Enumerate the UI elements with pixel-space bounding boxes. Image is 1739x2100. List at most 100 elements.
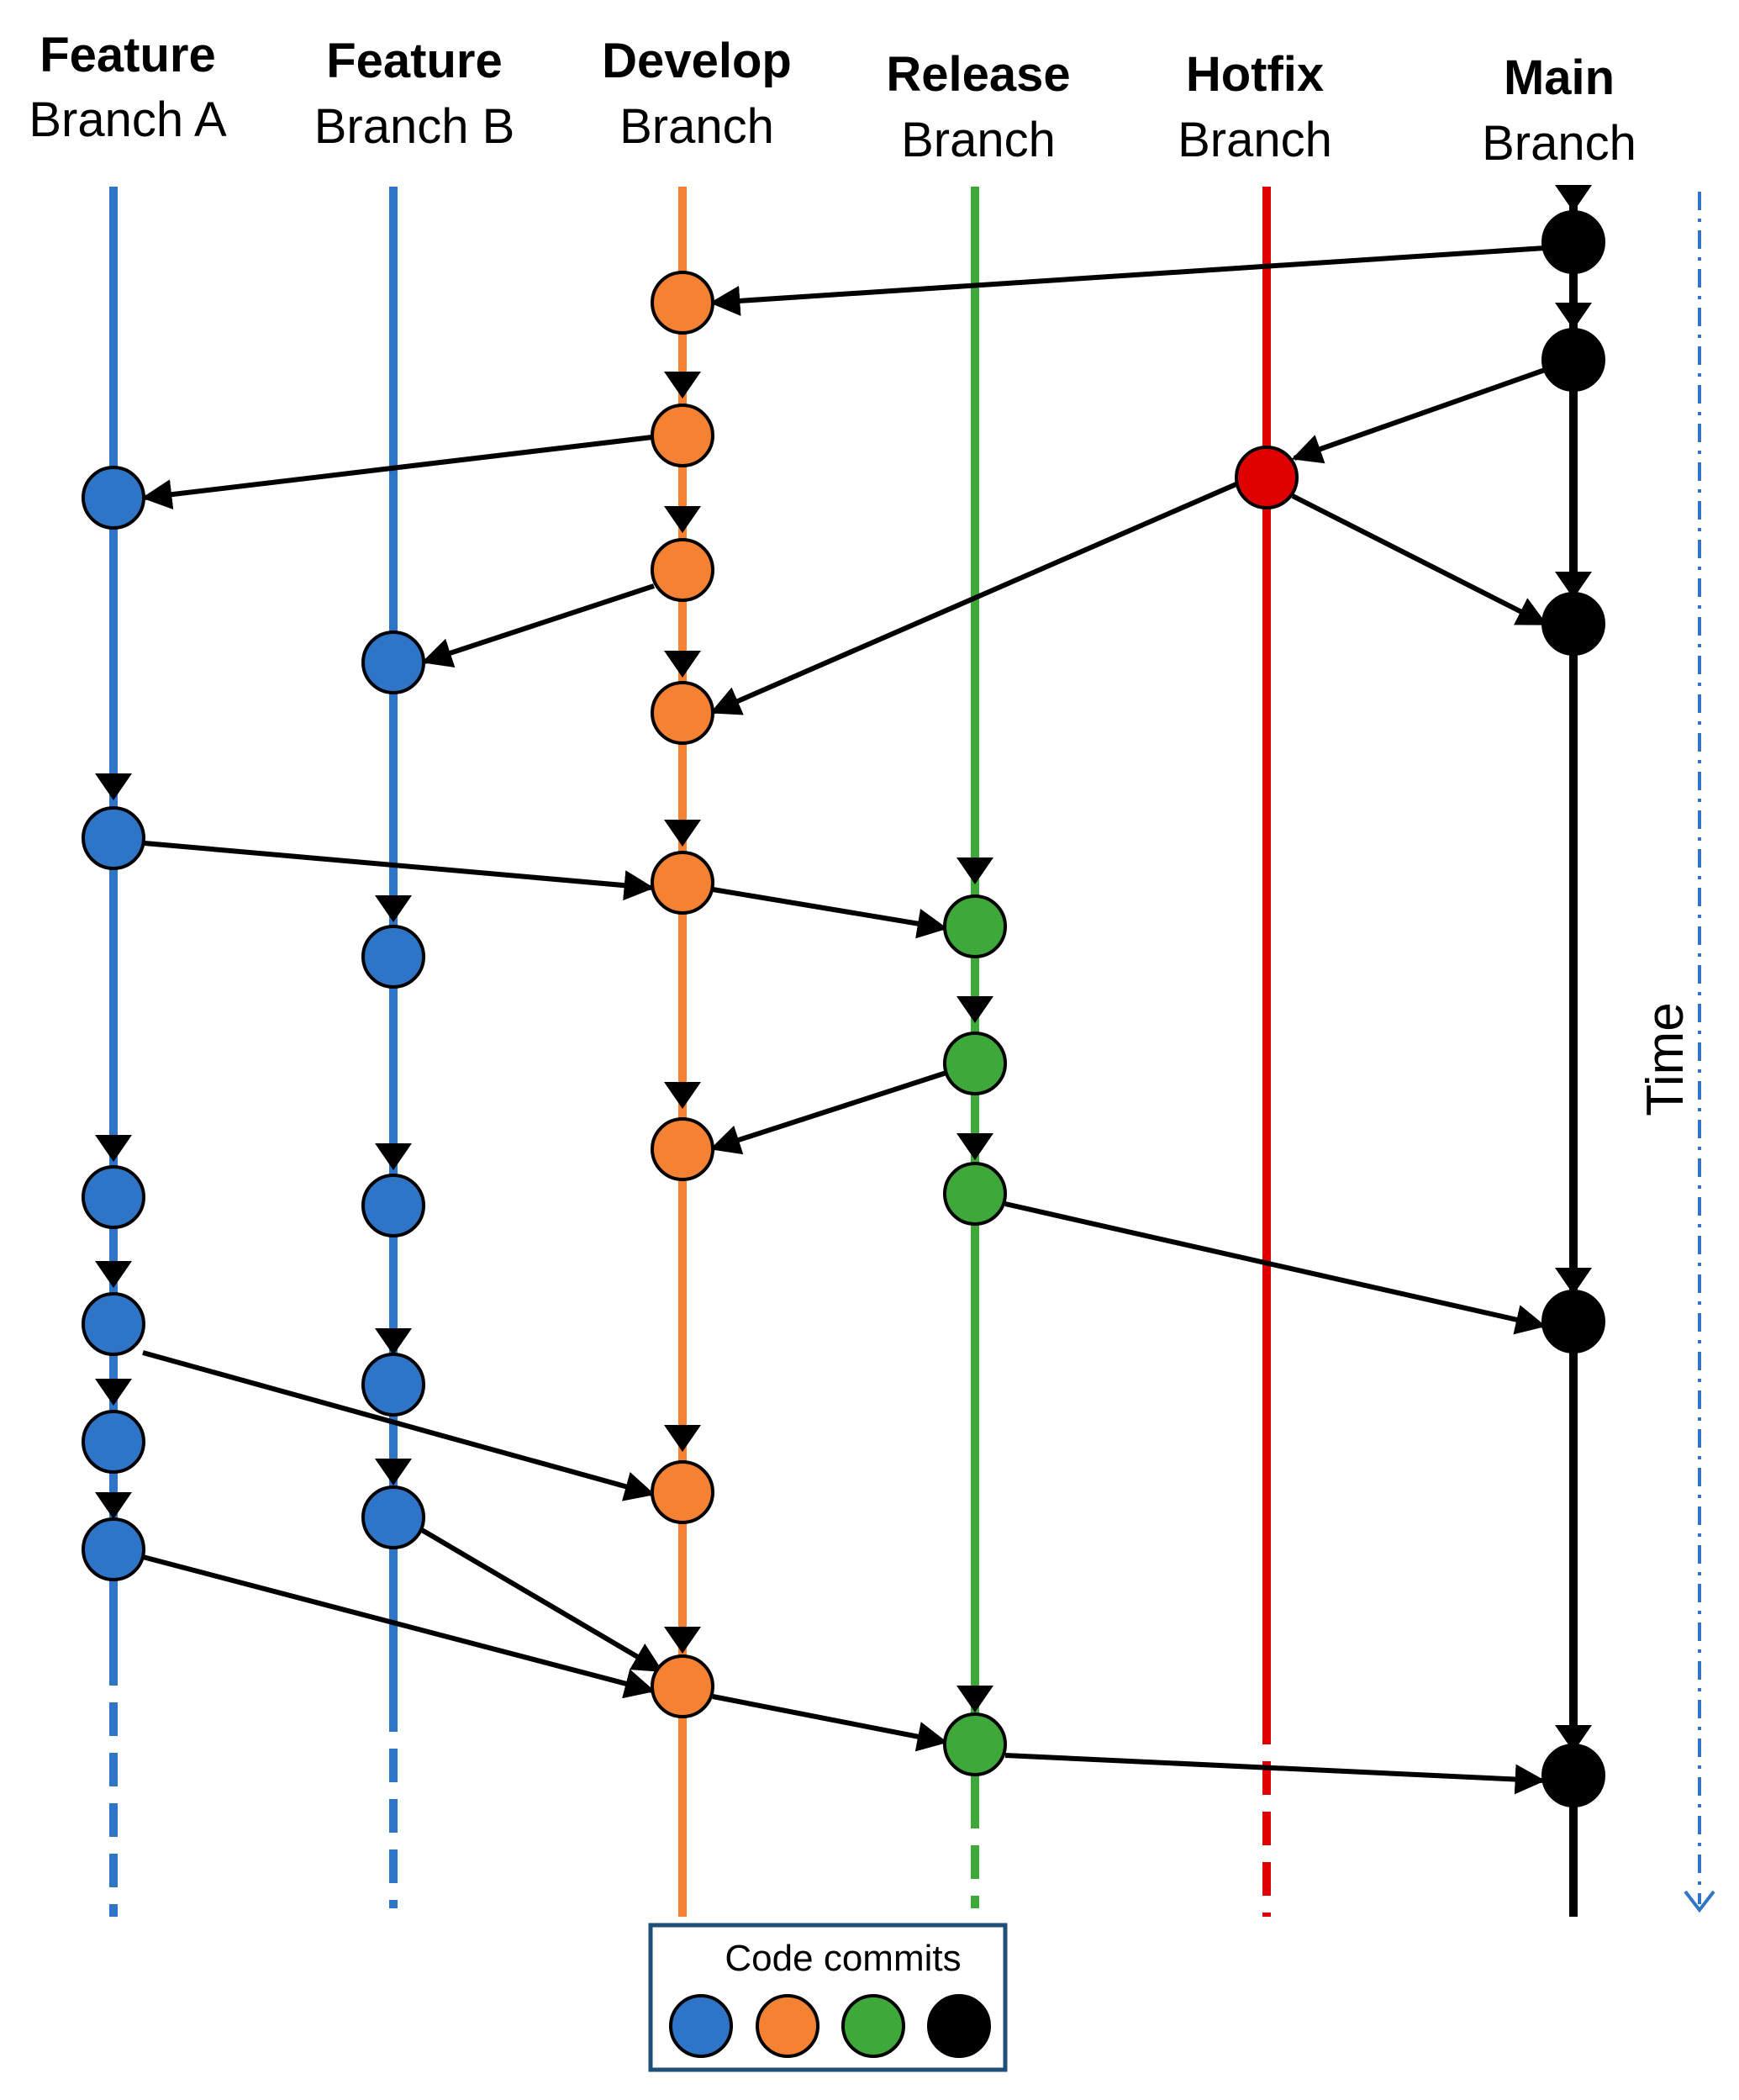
commit-node-develop xyxy=(651,538,714,602)
branch-header-feature-a: Feature Branch A xyxy=(29,28,227,147)
commit-node-release xyxy=(943,1032,1007,1095)
arrow-feature-a-to-develop xyxy=(144,841,655,901)
branch-title: Release xyxy=(886,47,1070,102)
commit-node-main xyxy=(1541,328,1605,392)
branch-header-develop: Develop Branch xyxy=(602,34,792,154)
flow-arrowhead xyxy=(664,651,701,678)
flow-arrowhead xyxy=(956,1686,993,1712)
commits-hotfix xyxy=(1235,446,1299,509)
flow-arrowhead xyxy=(95,1492,132,1519)
branch-subtitle: Branch A xyxy=(29,92,227,147)
commit-node-feature-b xyxy=(361,631,425,694)
commit-node-feature-b xyxy=(361,925,425,989)
flow-arrowhead xyxy=(375,1328,412,1355)
flow-arrowhead xyxy=(1555,1268,1592,1295)
arrow-release-to-develop xyxy=(709,1070,947,1155)
commits-release xyxy=(943,894,1007,1776)
commit-node-hotfix xyxy=(1235,446,1299,509)
flow-arrowhead xyxy=(664,506,701,533)
legend-swatch-green xyxy=(841,1994,905,2058)
commit-node-feature-b xyxy=(361,1353,425,1417)
branch-header-feature-b: Feature Branch B xyxy=(314,34,515,154)
arrow-feature-b-to-develop xyxy=(420,1528,664,1673)
branch-subtitle: Branch B xyxy=(314,99,515,154)
flow-arrowhead xyxy=(95,773,132,800)
legend-swatch-orange xyxy=(756,1994,819,2058)
flow-arrowhead xyxy=(1555,572,1592,599)
arrow-main-to-hotfix xyxy=(1291,367,1546,464)
commit-node-develop xyxy=(651,851,714,915)
flow-arrowhead xyxy=(956,857,993,884)
commits-feature-a xyxy=(82,466,145,1581)
commit-node-release xyxy=(943,894,1007,958)
legend-title: Code commits xyxy=(725,1938,961,1979)
branch-title: Main xyxy=(1504,50,1615,105)
legend-swatch-blue xyxy=(669,1994,733,2058)
flow-arrowhead xyxy=(664,1082,701,1109)
commit-node-feature-a xyxy=(82,1410,145,1474)
arrow-feature-a-to-develop-2 xyxy=(142,1350,656,1501)
branch-subtitle: Branch xyxy=(1178,113,1332,167)
arrow-release-to-main xyxy=(1004,1201,1547,1335)
time-axis-arrowhead xyxy=(1684,1890,1715,1913)
commits-develop xyxy=(651,271,714,1718)
commit-node-develop xyxy=(651,681,714,745)
flow-arrowheads xyxy=(95,185,1592,1752)
branch-title: Feature xyxy=(40,28,216,82)
flow-arrowhead xyxy=(95,1379,132,1406)
branch-header-hotfix: Hotfix Branch xyxy=(1178,47,1332,167)
commit-node-develop xyxy=(651,1460,714,1524)
branch-subtitle: Branch xyxy=(619,99,774,154)
time-axis-label: Time xyxy=(1636,1002,1694,1116)
merge-arrows xyxy=(141,245,1548,1795)
flow-arrowhead xyxy=(1555,303,1592,330)
commit-node-main xyxy=(1541,592,1605,656)
arrow-develop-to-release-2 xyxy=(712,1694,948,1752)
legend-swatch-black xyxy=(927,1994,991,2058)
flow-arrowhead xyxy=(664,820,701,847)
arrow-develop-to-feature-b xyxy=(421,583,655,667)
commit-node-feature-b xyxy=(361,1485,425,1549)
branch-subtitle: Branch xyxy=(1482,116,1636,171)
commits-feature-b xyxy=(361,631,425,1549)
flow-arrowhead xyxy=(1555,1725,1592,1752)
commit-node-release xyxy=(943,1712,1007,1776)
commit-node-main xyxy=(1541,210,1605,274)
arrow-main-to-develop xyxy=(709,245,1546,316)
branch-lines xyxy=(109,187,1578,1917)
branch-subtitle: Branch xyxy=(901,113,1056,167)
arrow-hotfix-to-develop xyxy=(709,481,1240,715)
commit-node-develop xyxy=(651,1117,714,1181)
commit-node-feature-a xyxy=(82,1165,145,1229)
arrow-develop-to-release xyxy=(712,887,948,939)
commit-node-feature-a xyxy=(82,806,145,870)
commit-node-main xyxy=(1541,1744,1605,1807)
commit-node-develop xyxy=(651,404,714,467)
commit-node-feature-b xyxy=(361,1174,425,1237)
flow-arrowhead xyxy=(375,1143,412,1170)
branch-title: Develop xyxy=(602,34,792,88)
commit-node-develop xyxy=(651,1654,714,1718)
commit-node-feature-a xyxy=(82,1292,145,1356)
flow-arrowhead xyxy=(1555,185,1592,212)
arrow-feature-a-to-develop-3 xyxy=(142,1554,656,1699)
flow-arrowhead xyxy=(664,1627,701,1654)
legend: Code commits xyxy=(648,1923,1008,2072)
branch-header-release: Release Branch xyxy=(886,47,1070,167)
arrow-release-to-main-2 xyxy=(1004,1753,1546,1795)
flow-arrowhead xyxy=(95,1135,132,1162)
flow-arrowhead xyxy=(956,996,993,1023)
commit-node-release xyxy=(943,1162,1007,1226)
flow-arrowhead xyxy=(664,372,701,398)
arrow-develop-to-feature-a xyxy=(141,435,653,510)
branch-header-main: Main Branch xyxy=(1482,50,1636,171)
flow-arrowhead xyxy=(375,895,412,922)
branch-title: Hotfix xyxy=(1186,47,1324,102)
commit-node-feature-a xyxy=(82,466,145,530)
flow-arrowhead xyxy=(956,1133,993,1160)
arrow-hotfix-to-main xyxy=(1291,493,1548,626)
commit-node-feature-a xyxy=(82,1517,145,1581)
commit-node-main xyxy=(1541,1290,1605,1353)
commits-main xyxy=(1541,210,1605,1807)
